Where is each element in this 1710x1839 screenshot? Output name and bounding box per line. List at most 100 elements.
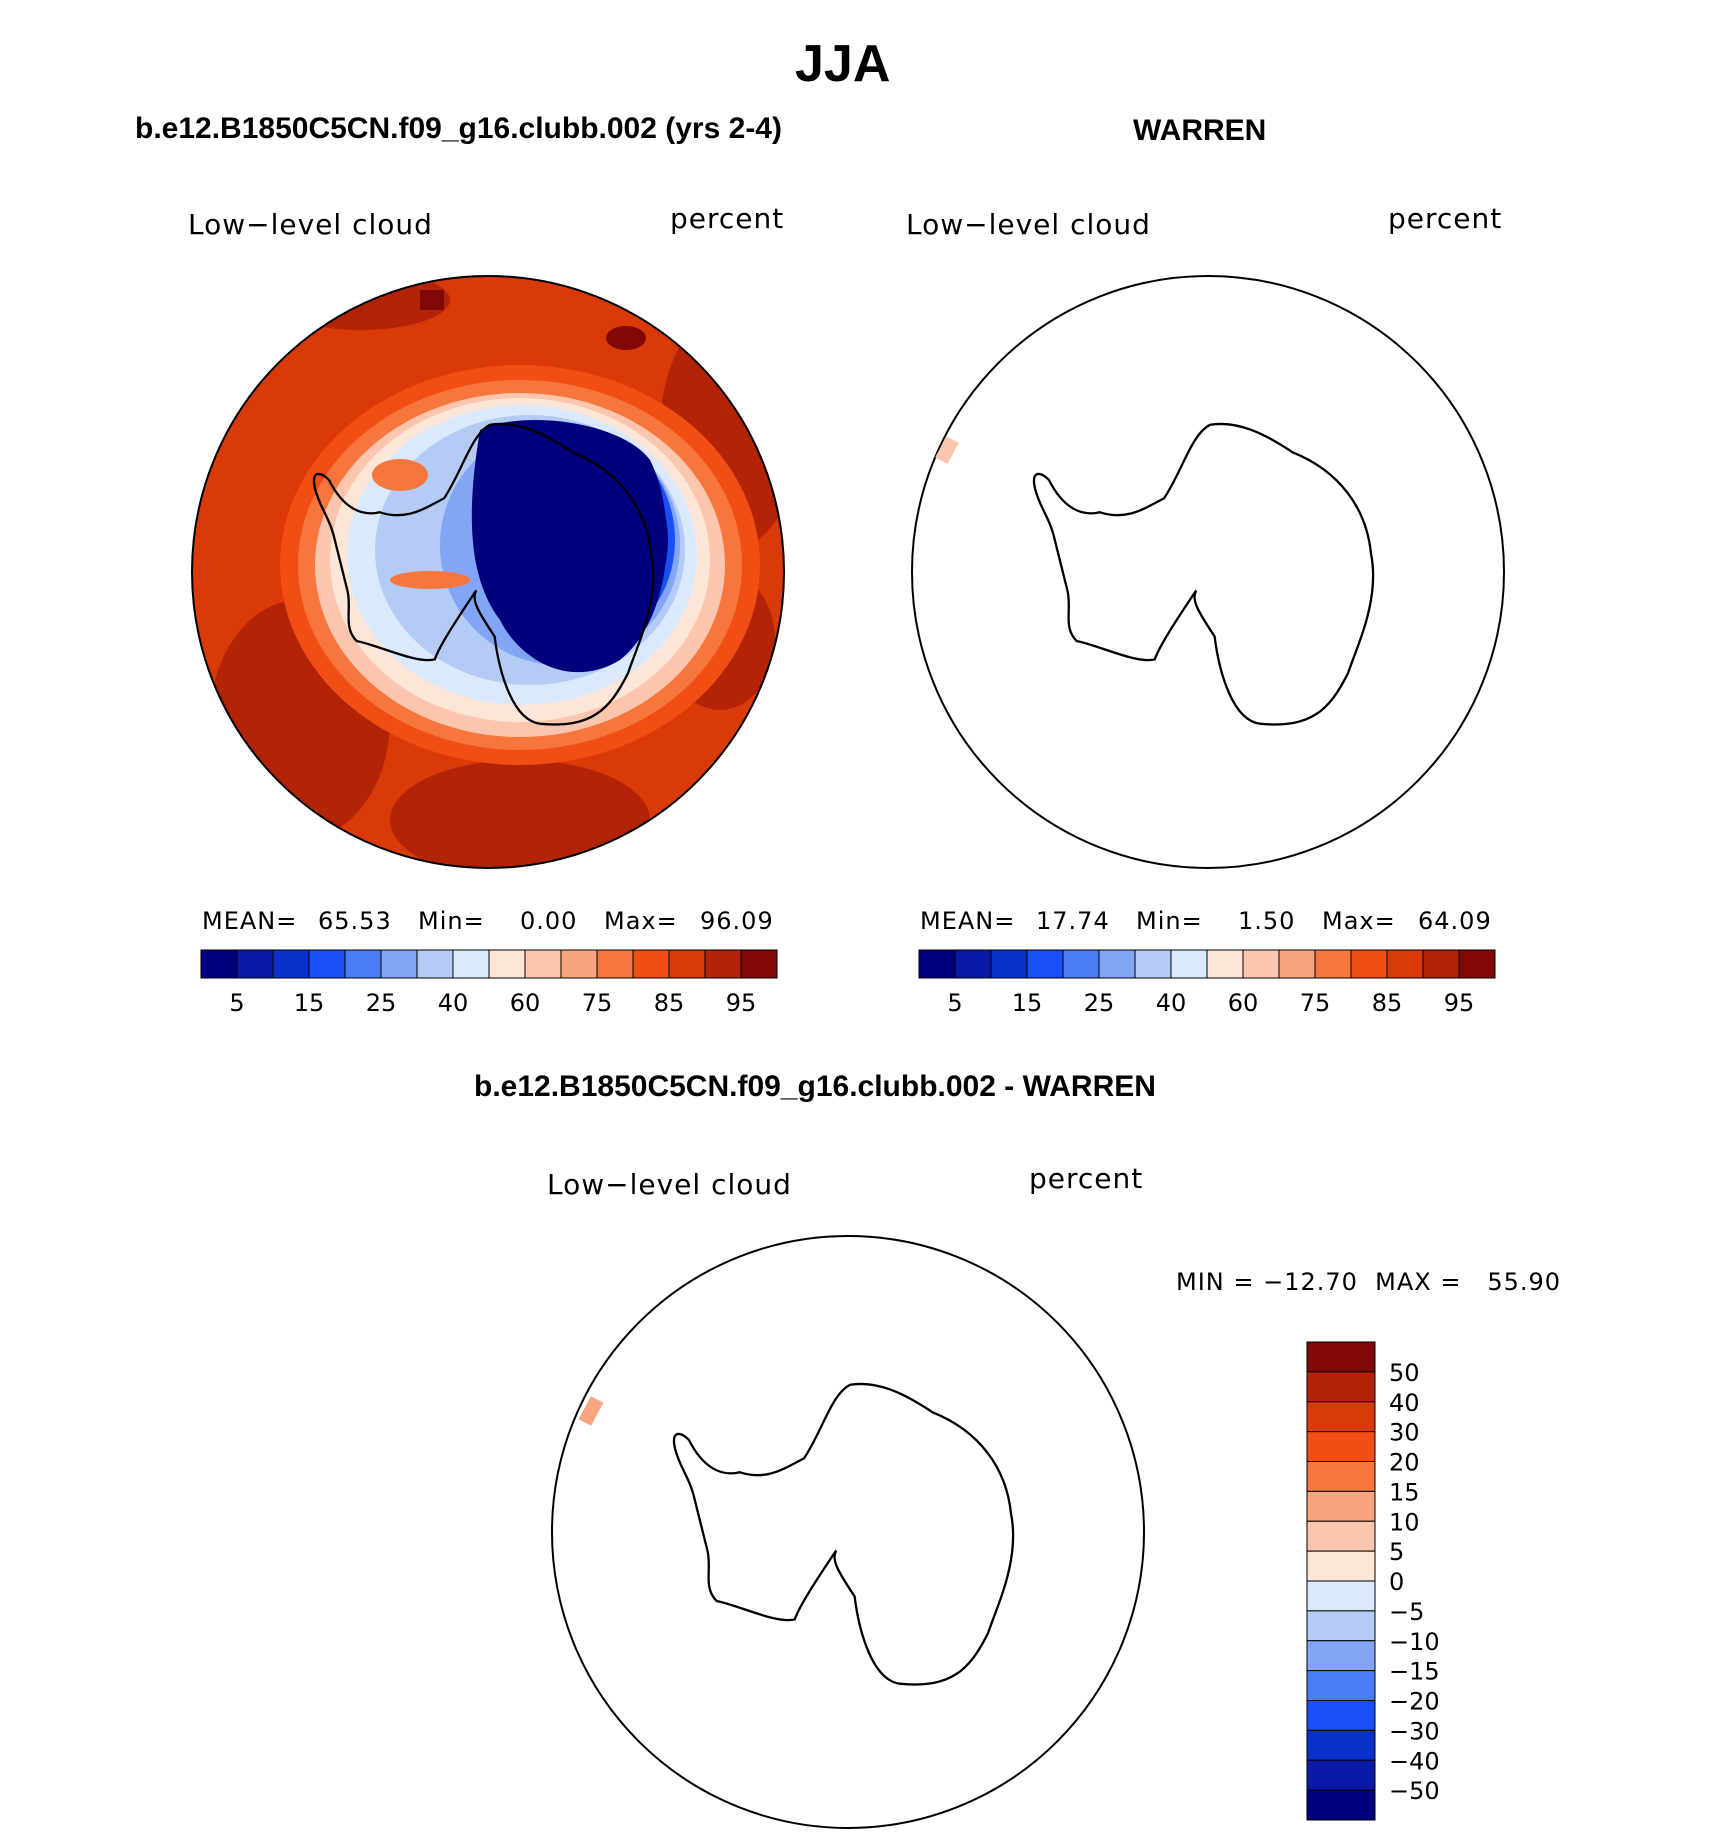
- panel2-max-value: 64.09: [1418, 907, 1492, 935]
- panel1-colorbar-swatch: [632, 949, 670, 979]
- panel1-min-value: 0.00: [520, 907, 578, 935]
- panel1-colorbar-swatch: [452, 949, 490, 979]
- panel3-colorbar-swatch: [1306, 1759, 1376, 1791]
- panel1-max-value: 96.09: [700, 907, 774, 935]
- panel3-colorbar-swatch: [1306, 1341, 1376, 1373]
- panel3-colorbar-swatch: [1306, 1700, 1376, 1731]
- panel3-colorbar-tick-label: −40: [1389, 1747, 1440, 1775]
- panel1-colorbar-swatch: [380, 949, 418, 979]
- panel2-colorbar-swatch: [1098, 949, 1136, 979]
- panel3-colorbar-tick-label: 30: [1389, 1419, 1420, 1447]
- panel3-colorbar-swatch: [1306, 1550, 1376, 1582]
- panel3-colorbar-tick-label: 5: [1389, 1538, 1404, 1566]
- panel1-colorbar-tick-label: 75: [582, 989, 613, 1017]
- panel3-colorbar-swatch: [1306, 1401, 1376, 1433]
- panel2-map: [911, 275, 1505, 869]
- panel3-colorbar-swatch: [1306, 1461, 1376, 1492]
- panel1-colorbar-swatch: [416, 949, 454, 979]
- panel2-colorbar-tick-label: 85: [1372, 989, 1403, 1017]
- panel2-mean-value: 17.74: [1036, 907, 1110, 935]
- panel1-colorbar-swatch: [740, 949, 778, 979]
- panel2-colorbar-swatch: [1206, 949, 1244, 979]
- panel3-colorbar-tick-label: 40: [1389, 1389, 1420, 1417]
- panel3-colorbar-swatch: [1306, 1610, 1376, 1642]
- panel2-colorbar-tick-label: 40: [1156, 989, 1187, 1017]
- panel3-title: b.e12.B1850C5CN.f09_g16.clubb.002 - WARR…: [474, 1070, 1156, 1103]
- panel3-colorbar-tick-label: 50: [1389, 1359, 1420, 1387]
- panel3-colorbar-swatch: [1306, 1729, 1376, 1761]
- panel1-colorbar-swatch: [236, 949, 274, 979]
- panel1-mean-value: 65.53: [318, 907, 392, 935]
- panel2-colorbar-tick-label: 60: [1228, 989, 1259, 1017]
- panel2-max-label: Max=: [1322, 907, 1396, 935]
- panel3-colorbar-tick-label: −5: [1389, 1598, 1424, 1626]
- panel1-colorbar-tick-label: 15: [294, 989, 325, 1017]
- panel2-colorbar-swatch: [918, 949, 956, 979]
- panel3-units-label: percent: [1029, 1162, 1144, 1195]
- panel2-units-label: percent: [1388, 202, 1503, 235]
- panel2-colorbar-swatch: [1350, 949, 1388, 979]
- panel2-colorbar-swatch: [1170, 949, 1208, 979]
- panel2-colorbar-swatch: [1242, 949, 1280, 979]
- main-title: JJA: [795, 35, 891, 93]
- panel1-min-label: Min=: [418, 907, 485, 935]
- panel2-colorbar-swatch: [1278, 949, 1316, 979]
- panel3-colorbar-tick-label: −10: [1389, 1628, 1440, 1656]
- panel2-colorbar-swatch: [1026, 949, 1064, 979]
- panel1-colorbar-tick-label: 60: [510, 989, 541, 1017]
- panel1-colorbar-swatch: [560, 949, 598, 979]
- panel3-colorbar-tick-label: −50: [1389, 1777, 1440, 1805]
- panel2-min-label: Min=: [1136, 907, 1203, 935]
- panel2-colorbar-swatch: [1386, 949, 1424, 979]
- panel2-field-label: Low−level cloud: [906, 208, 1151, 241]
- panel3-colorbar-tick-label: 15: [1389, 1478, 1420, 1506]
- panel1-mean-label: MEAN=: [202, 907, 298, 935]
- panel3-colorbar-tick-label: −15: [1389, 1658, 1440, 1686]
- panel2-colorbar-tick-label: 95: [1444, 989, 1475, 1017]
- panel1-colorbar: 5 15 25 40 60 75 85 95: [200, 949, 778, 1017]
- panel2-colorbar: 5 15 25 40 60 75 85 95: [918, 949, 1496, 1017]
- panel1-colorbar-swatch: [488, 949, 526, 979]
- panel2-colorbar-swatch: [1458, 949, 1496, 979]
- panel3-colorbar-tick-label: −30: [1389, 1717, 1440, 1745]
- panel1-colorbar-swatch: [596, 949, 634, 979]
- panel2-colorbar-swatch: [954, 949, 992, 979]
- panel2-colorbar-swatch: [1062, 949, 1100, 979]
- panel1-colorbar-tick-label: 95: [726, 989, 757, 1017]
- panel2-colorbar-swatch: [1314, 949, 1352, 979]
- panel2-colorbar-swatch: [1422, 949, 1460, 979]
- panel1-colorbar-swatch: [200, 949, 238, 979]
- panel2-colorbar-swatch: [990, 949, 1028, 979]
- panel2-colorbar-swatch: [1134, 949, 1172, 979]
- panel1-max-label: Max=: [604, 907, 678, 935]
- panel2-colorbar-tick-label: 25: [1084, 989, 1115, 1017]
- panel1-colorbar-tick-label: 5: [229, 989, 244, 1017]
- panel1-title: b.e12.B1850C5CN.f09_g16.clubb.002 (yrs 2…: [135, 112, 782, 145]
- panel2-mean-label: MEAN=: [920, 907, 1016, 935]
- panel3-colorbar-tick-label: −20: [1389, 1688, 1440, 1716]
- panel1-colorbar-tick-label: 40: [438, 989, 469, 1017]
- panel3-colorbar-swatch: [1306, 1640, 1376, 1672]
- panel2-colorbar-tick-label: 75: [1300, 989, 1331, 1017]
- panel2-min-value: 1.50: [1238, 907, 1296, 935]
- panel1-colorbar-swatch: [344, 949, 382, 979]
- panel3-colorbar-swatch: [1306, 1670, 1376, 1701]
- panel3-map: [551, 1235, 1145, 1829]
- panel3-colorbar-tick-label: 20: [1389, 1449, 1420, 1477]
- panel1-colorbar-swatch: [272, 949, 310, 979]
- panel2-colorbar-tick-label: 5: [947, 989, 962, 1017]
- panel3-colorbar-swatch: [1306, 1580, 1376, 1612]
- panel1-colorbar-tick-label: 85: [654, 989, 685, 1017]
- panel1-colorbar-swatch: [668, 949, 706, 979]
- panel3-colorbar-swatch: [1306, 1520, 1376, 1552]
- panel3-colorbar-swatch: [1306, 1371, 1376, 1403]
- panel3-colorbar-swatch: [1306, 1490, 1376, 1522]
- panel1-colorbar-tick-label: 25: [366, 989, 397, 1017]
- panel1-colorbar-swatch: [704, 949, 742, 979]
- panel3-field-label: Low−level cloud: [547, 1168, 792, 1201]
- panel2-colorbar-tick-label: 15: [1012, 989, 1043, 1017]
- panel3-colorbar-tick-label: 10: [1389, 1508, 1420, 1536]
- panel3-colorbar-swatch: [1306, 1431, 1376, 1462]
- panel3-stats: MIN = −12.70 MAX = 55.90: [1176, 1268, 1562, 1296]
